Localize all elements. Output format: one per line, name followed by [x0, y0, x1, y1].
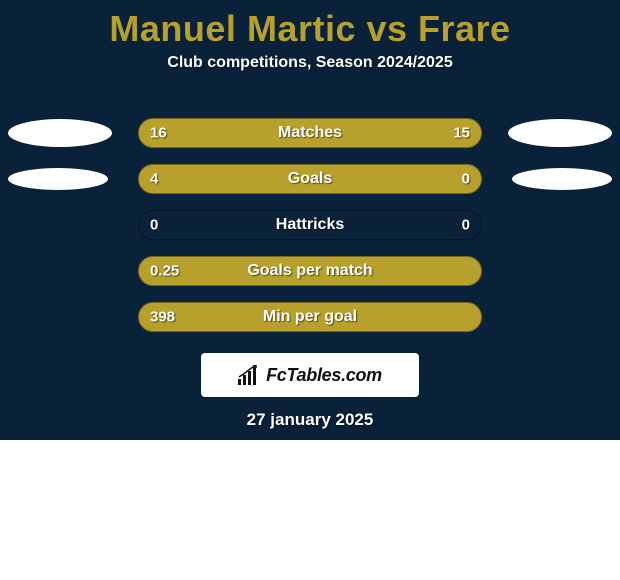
subtitle: Club competitions, Season 2024/2025 — [0, 54, 620, 72]
page-title: Manuel Martic vs Frare — [0, 0, 620, 50]
metric-label: Min per goal — [263, 308, 357, 326]
value-left: 4 — [150, 171, 158, 188]
value-left: 0 — [150, 217, 158, 234]
metric-label: Goals per match — [247, 262, 372, 280]
metric-row: 16 Matches 15 — [0, 118, 620, 148]
metric-rows: 16 Matches 15 4 Goals 0 0 Hattricks — [0, 118, 620, 348]
logo: FcTables.com — [238, 365, 382, 386]
value-right: 0 — [462, 217, 470, 234]
metric-label: Goals — [288, 170, 332, 188]
comparison-card: Manuel Martic vs Frare Club competitions… — [0, 0, 620, 440]
logo-box: FcTables.com — [201, 353, 419, 397]
player-left-ellipse — [8, 168, 108, 190]
bar-segment-left — [138, 164, 399, 194]
metric-row: 4 Goals 0 — [0, 164, 620, 194]
metric-row: 0 Hattricks 0 — [0, 210, 620, 240]
metric-label: Matches — [278, 124, 342, 142]
logo-text: FcTables.com — [266, 365, 382, 386]
value-left: 398 — [150, 309, 175, 326]
value-right: 0 — [462, 171, 470, 188]
player-right-ellipse — [512, 168, 612, 190]
metric-label: Hattricks — [276, 216, 344, 234]
metric-row: 398 Min per goal — [0, 302, 620, 332]
value-left: 16 — [150, 125, 167, 142]
metric-row: 0.25 Goals per match — [0, 256, 620, 286]
player-right-ellipse — [508, 119, 612, 147]
player-left-ellipse — [8, 119, 112, 147]
chart-icon — [238, 365, 262, 385]
date-label: 27 january 2025 — [247, 410, 374, 430]
value-right: 15 — [453, 125, 470, 142]
value-left: 0.25 — [150, 263, 179, 280]
